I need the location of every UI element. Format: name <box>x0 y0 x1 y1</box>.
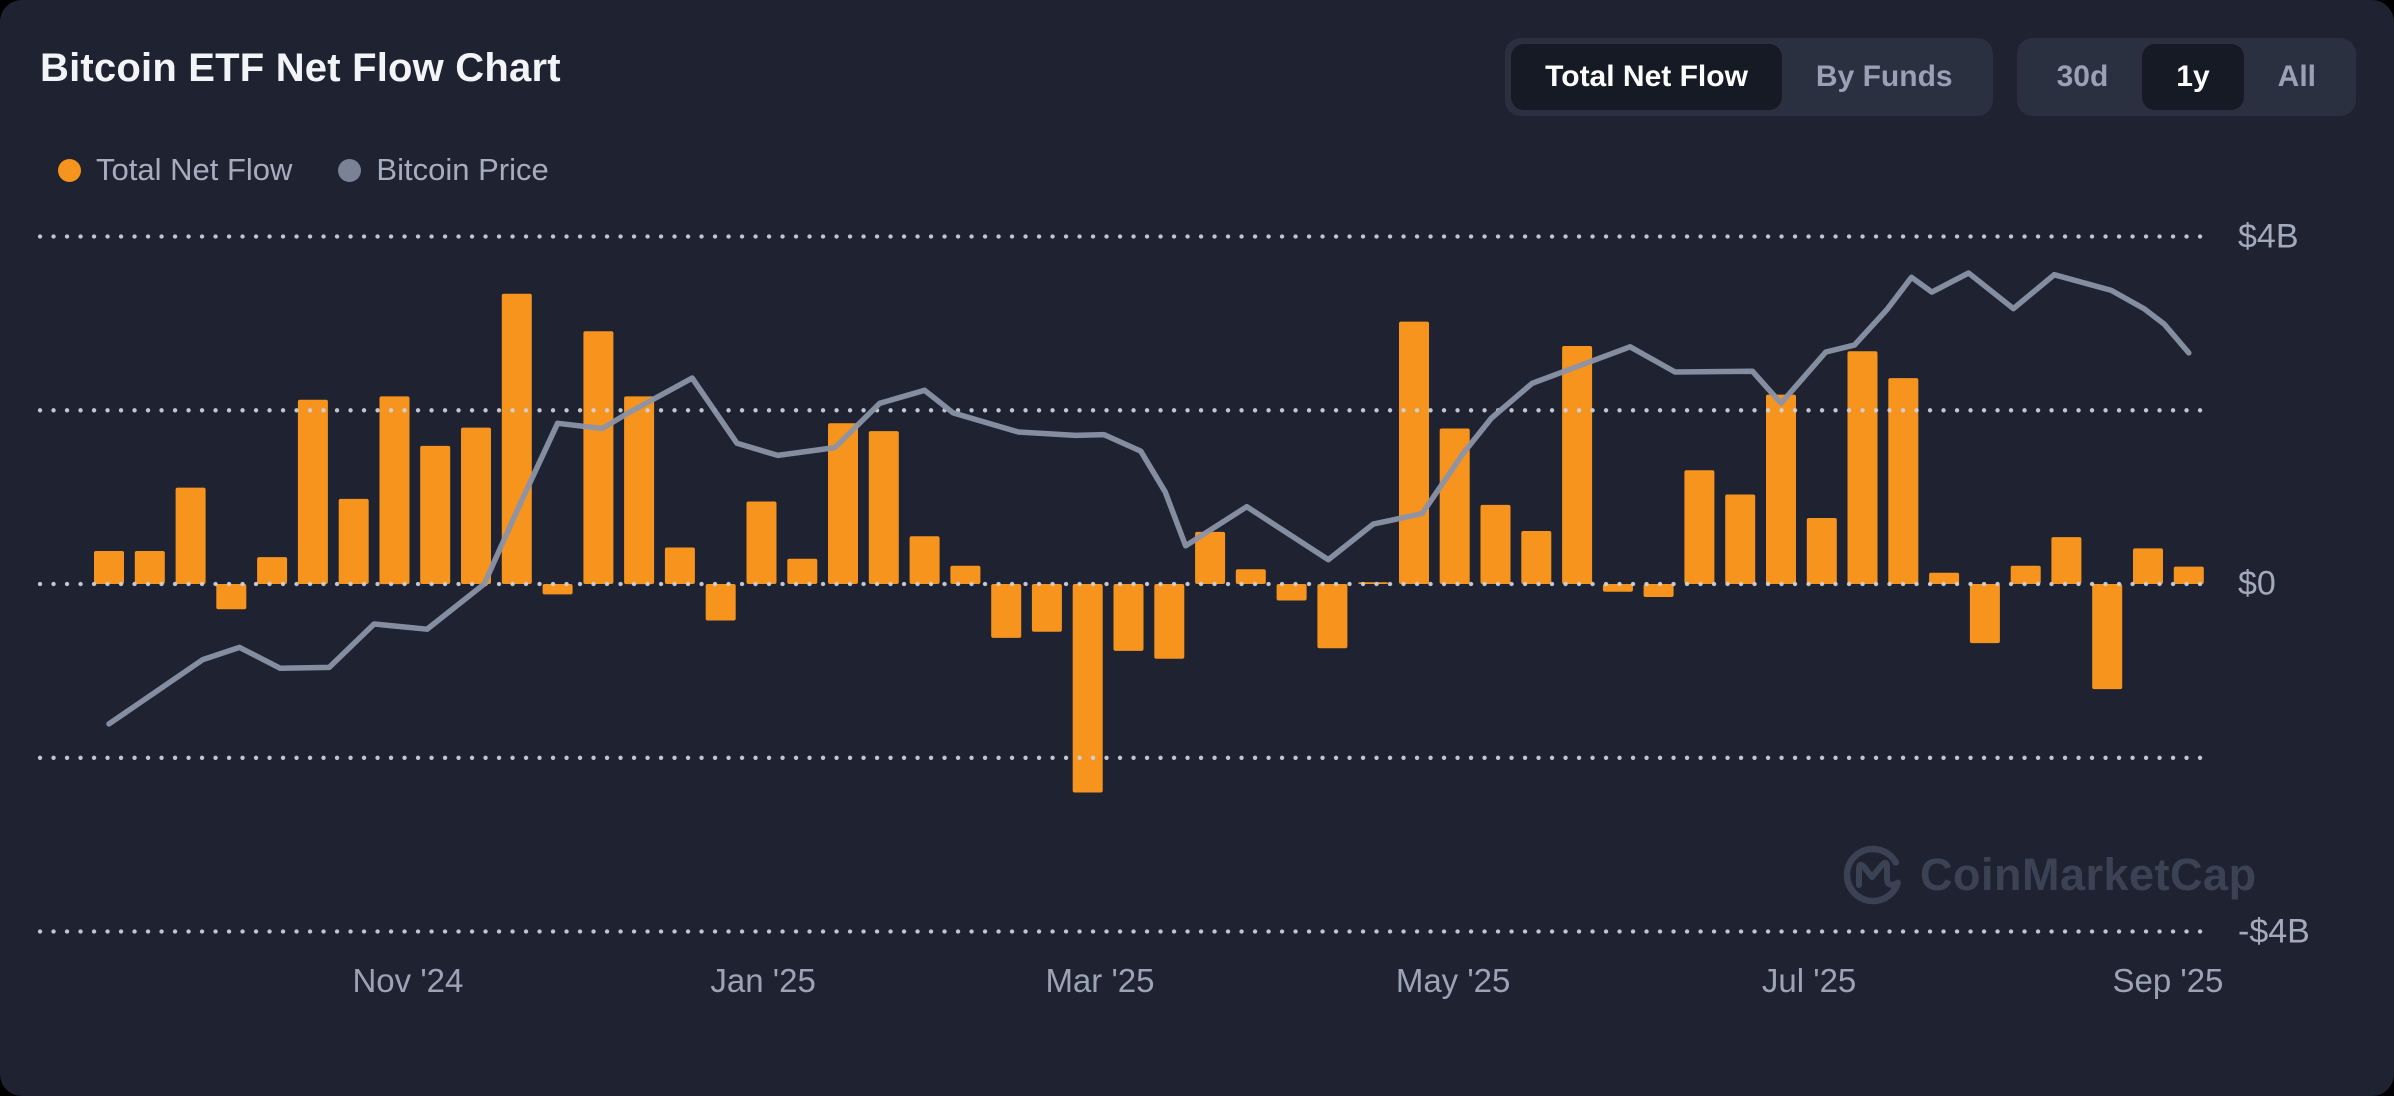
x-tick-label: Jul '25 <box>1761 962 1857 999</box>
net-flow-bar[interactable] <box>216 584 247 610</box>
x-tick-label: Mar '25 <box>1045 962 1155 999</box>
net-flow-bar[interactable] <box>1847 351 1878 584</box>
net-flow-bar[interactable] <box>2010 565 2041 584</box>
net-flow-bar[interactable] <box>420 445 451 584</box>
net-flow-bar[interactable] <box>583 331 614 584</box>
net-flow-bar[interactable] <box>624 396 655 585</box>
x-tick-label: May '25 <box>1395 962 1511 999</box>
legend-dot-icon <box>58 158 81 182</box>
net-flow-bar[interactable] <box>909 536 940 584</box>
net-flow-bar[interactable] <box>1684 470 1715 584</box>
coinmarketcap-logo-icon <box>1843 845 1903 905</box>
net-flow-bar[interactable] <box>542 584 573 595</box>
coinmarketcap-watermark: CoinMarketCap <box>1842 844 2257 906</box>
net-flow-bar[interactable] <box>1602 584 1633 592</box>
tab-by-funds[interactable]: By Funds <box>1782 44 1987 110</box>
net-flow-bar[interactable] <box>1235 569 1266 584</box>
net-flow-bar[interactable] <box>2173 566 2204 584</box>
net-flow-bars <box>94 293 2204 793</box>
net-flow-bar[interactable] <box>338 498 369 584</box>
net-flow-bar[interactable] <box>1521 531 1552 584</box>
net-flow-bar[interactable] <box>379 396 410 585</box>
net-flow-bar[interactable] <box>134 551 165 584</box>
net-flow-bar[interactable] <box>1929 572 1960 584</box>
net-flow-bar[interactable] <box>94 551 124 584</box>
net-flow-bar[interactable] <box>705 584 736 621</box>
watermark-text: CoinMarketCap <box>1920 849 2257 900</box>
net-flow-bar[interactable] <box>1562 346 1593 584</box>
net-flow-bar[interactable] <box>1276 584 1307 601</box>
net-flow-bar[interactable] <box>1358 582 1389 584</box>
net-flow-bar[interactable] <box>991 584 1022 638</box>
net-flow-bar[interactable] <box>297 399 328 584</box>
legend-item-bar[interactable]: Total Net Flow <box>58 152 292 188</box>
page-title: Bitcoin ETF Net Flow Chart <box>40 46 561 90</box>
net-flow-bar[interactable] <box>501 293 532 584</box>
net-flow-bar[interactable] <box>175 487 206 584</box>
bitcoin-price-line[interactable] <box>106 270 2192 727</box>
net-flow-bar[interactable] <box>1154 584 1185 659</box>
y-tick-label: $4B <box>2238 217 2299 255</box>
net-flow-bar[interactable] <box>1480 504 1511 584</box>
net-flow-bar[interactable] <box>1969 584 2000 644</box>
net-flow-bar[interactable] <box>1439 428 1470 585</box>
net-flow-bar[interactable] <box>746 501 777 585</box>
net-flow-bar[interactable] <box>1643 584 1674 597</box>
net-flow-bar[interactable] <box>1888 378 1919 584</box>
range-toggle-group: 30d 1y All <box>2016 38 2356 116</box>
net-flow-bar[interactable] <box>461 427 491 584</box>
tab-total-net-flow[interactable]: Total Net Flow <box>1511 44 1782 110</box>
net-flow-bar[interactable] <box>664 547 695 585</box>
legend-label: Bitcoin Price <box>376 152 549 187</box>
legend-item-line[interactable]: Bitcoin Price <box>338 152 549 188</box>
net-flow-bar[interactable] <box>2133 548 2163 584</box>
net-flow-bar[interactable] <box>787 558 818 584</box>
net-flow-bar[interactable] <box>1399 321 1429 584</box>
y-tick-label: -$4B <box>2238 912 2310 950</box>
range-30d[interactable]: 30d <box>2023 44 2143 110</box>
net-flow-bar[interactable] <box>868 431 899 584</box>
legend-dot-icon <box>338 158 362 182</box>
legend-label: Total Net Flow <box>96 152 293 187</box>
net-flow-bar[interactable] <box>1317 584 1348 649</box>
net-flow-bar[interactable] <box>828 423 858 584</box>
range-all[interactable]: All <box>2244 44 2350 110</box>
x-tick-label: Jan '25 <box>710 962 816 999</box>
y-tick-label: $0 <box>2238 564 2276 603</box>
gridlines <box>37 234 2213 934</box>
view-toggle-group: Total Net Flow By Funds <box>1505 38 1993 116</box>
net-flow-bar[interactable] <box>1725 494 1756 585</box>
net-flow-bar[interactable] <box>950 565 981 584</box>
net-flow-bar[interactable] <box>1072 584 1103 793</box>
chart-legend: Total Net Flow Bitcoin Price <box>58 152 549 188</box>
net-flow-bar[interactable] <box>257 557 288 584</box>
net-flow-bar[interactable] <box>1113 584 1144 651</box>
range-1y[interactable]: 1y <box>2142 44 2244 110</box>
x-tick-label: Nov '24 <box>352 962 464 999</box>
net-flow-bar[interactable] <box>2051 537 2082 584</box>
net-flow-bar[interactable] <box>1031 584 1062 632</box>
net-flow-bar[interactable] <box>2092 584 2123 690</box>
chart-controls: Total Net Flow By Funds 30d 1y All <box>1505 38 2356 116</box>
net-flow-bar[interactable] <box>1766 394 1796 584</box>
net-flow-bar[interactable] <box>1195 531 1226 584</box>
x-tick-label: Sep '25 <box>2112 962 2224 999</box>
net-flow-bar[interactable] <box>1806 518 1837 584</box>
